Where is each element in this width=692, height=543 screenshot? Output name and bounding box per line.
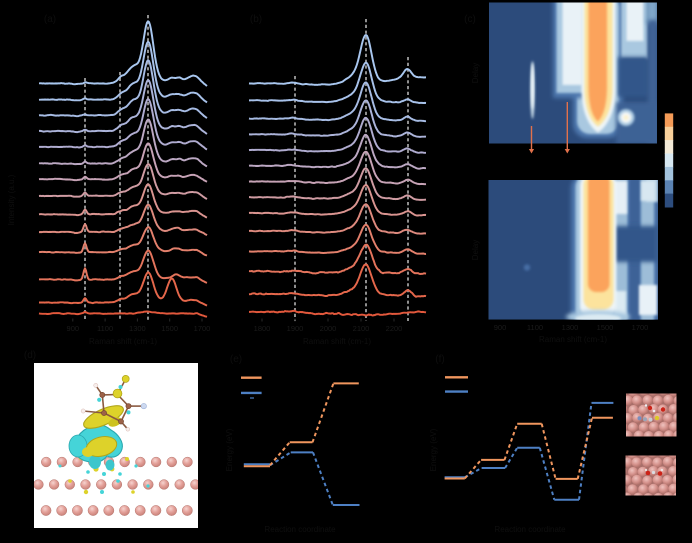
svg-text:2100: 2100	[353, 324, 370, 333]
svg-text:1100: 1100	[97, 324, 113, 333]
svg-text:(b): (b)	[250, 14, 262, 25]
svg-text:Intensity (a.u.): Intensity (a.u.)	[7, 174, 16, 225]
svg-text:Raman shift (cm-1): Raman shift (cm-1)	[89, 337, 157, 346]
svg-text:(c): (c)	[464, 14, 476, 25]
svg-text:Delay: Delay	[471, 63, 480, 83]
svg-text:1900: 1900	[287, 324, 304, 333]
svg-text:1300: 1300	[562, 323, 579, 332]
svg-text:1700: 1700	[194, 324, 211, 333]
svg-text:1700: 1700	[632, 323, 649, 332]
svg-text:Energy (eV): Energy (eV)	[225, 428, 234, 471]
svg-text:Raman shift (cm-1): Raman shift (cm-1)	[539, 335, 607, 344]
svg-text:Raman shift (cm-1): Raman shift (cm-1)	[303, 337, 371, 346]
svg-text:Reaction coordinate: Reaction coordinate	[264, 525, 336, 534]
svg-text:1300: 1300	[129, 324, 146, 333]
svg-text:1100: 1100	[527, 323, 543, 332]
svg-text:1500: 1500	[597, 323, 614, 332]
svg-text:(f): (f)	[435, 354, 444, 365]
svg-text:2000: 2000	[320, 324, 337, 333]
svg-text:900: 900	[67, 324, 80, 333]
svg-text:Reaction coordinate: Reaction coordinate	[494, 525, 566, 534]
svg-text:Delay: Delay	[471, 240, 480, 260]
svg-text:Energy (eV): Energy (eV)	[429, 428, 438, 471]
svg-text:(e): (e)	[230, 354, 242, 365]
svg-text:1800: 1800	[254, 324, 271, 333]
svg-text:2200: 2200	[386, 324, 403, 333]
svg-text:(d): (d)	[24, 350, 36, 361]
svg-text:900: 900	[494, 323, 507, 332]
svg-text:1500: 1500	[161, 324, 178, 333]
svg-text:(a): (a)	[44, 14, 56, 25]
